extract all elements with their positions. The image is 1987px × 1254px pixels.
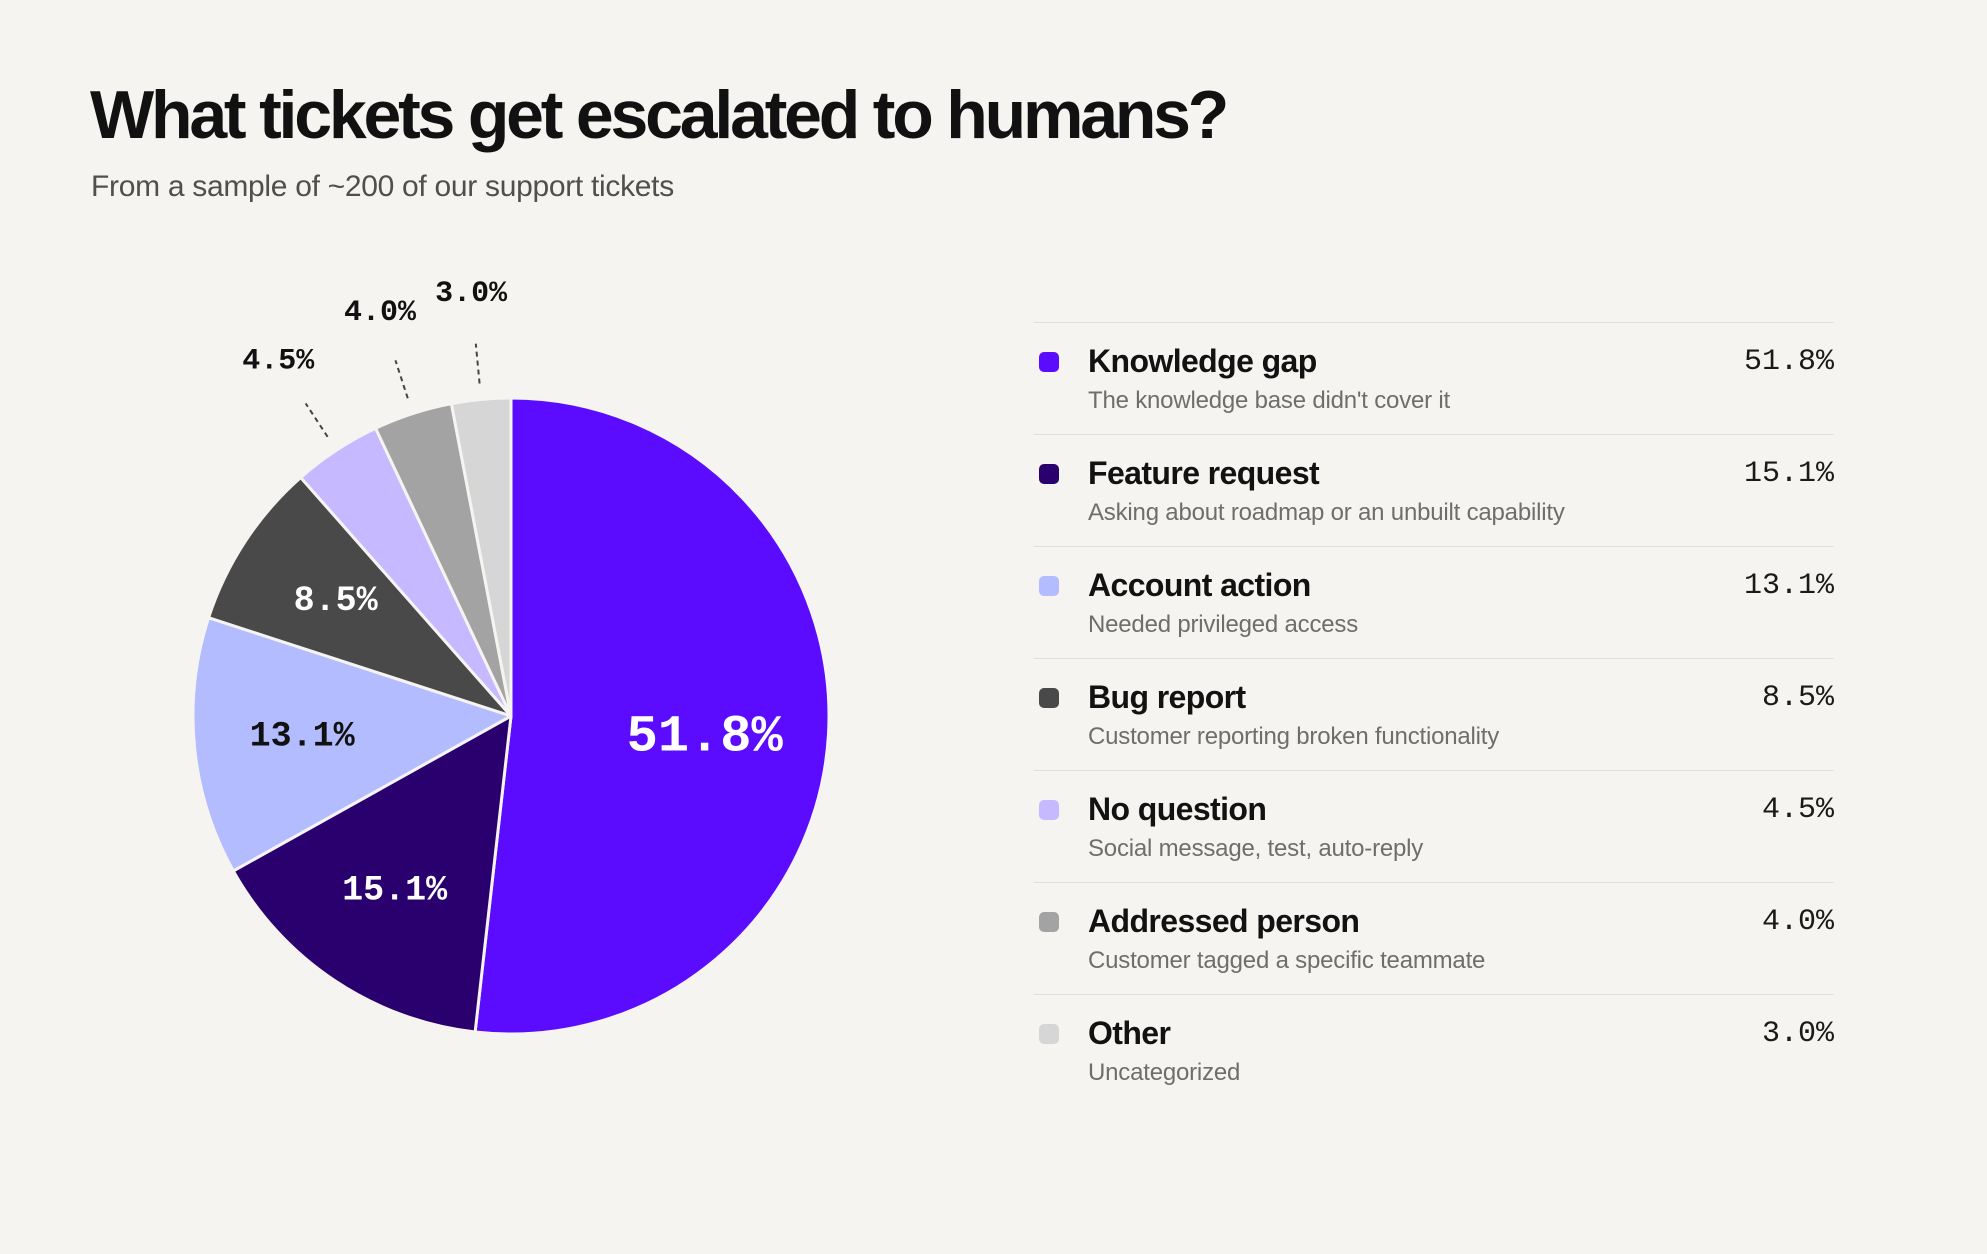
legend-item: Addressed person Customer tagged a specif… [1034, 883, 1834, 995]
legend-label: Knowledge gap [1088, 343, 1317, 379]
pie-leader-line [304, 402, 329, 438]
legend: Knowledge gap The knowledge base didn't c… [1034, 322, 1834, 1107]
legend-label: Bug report [1088, 679, 1246, 715]
legend-value: 8.5% [1761, 681, 1834, 715]
legend-swatch [1039, 912, 1059, 932]
pie-data-label: 3.0% [435, 277, 508, 311]
legend-item: Bug report Customer reporting broken func… [1034, 659, 1834, 771]
legend-swatch [1039, 464, 1059, 484]
legend-description: Customer reporting broken functionality [1088, 723, 1500, 750]
legend-swatch [1039, 1024, 1059, 1044]
legend-value: 4.5% [1761, 793, 1834, 827]
pie-slice [231, 714, 513, 1034]
chart-subtitle: From a sample of ~200 of our support tic… [91, 170, 674, 203]
legend-item: No question Social message, test, auto-re… [1034, 771, 1834, 883]
legend-item: Other Uncategorized 3.0% [1034, 995, 1834, 1107]
legend-description: Needed privileged access [1088, 611, 1359, 638]
pie-data-label: 4.5% [242, 345, 315, 379]
pie-leader-line [394, 359, 409, 399]
legend-label: No question [1088, 791, 1267, 827]
legend-label: Account action [1088, 567, 1311, 603]
legend-label: Other [1088, 1015, 1171, 1051]
legend-description: Asking about roadmap or an unbuilt capab… [1088, 499, 1565, 526]
legend-label: Addressed person [1088, 903, 1360, 939]
pie-slice [473, 396, 831, 1036]
pie-chart: 51.8% 15.1% 13.1% 8.5% 4.5% 4.0% 3.0% [191, 277, 831, 1036]
pie-leader-lines [304, 343, 481, 438]
legend-swatch [1039, 352, 1059, 372]
legend-item: Account action Needed privileged access 13… [1034, 547, 1834, 659]
pie-data-labels: 51.8% 15.1% 13.1% 8.5% 4.5% 4.0% 3.0% [242, 277, 783, 911]
legend-item: Feature request Asking about roadmap or a… [1034, 435, 1834, 547]
legend-swatch [1039, 576, 1059, 596]
legend-swatch [1039, 688, 1059, 708]
pie-slice [191, 616, 513, 873]
legend-description: Uncategorized [1088, 1059, 1241, 1086]
pie-data-label: 13.1% [250, 716, 356, 756]
legend-value: 15.1% [1743, 457, 1834, 491]
pie-data-label: 51.8% [627, 707, 784, 766]
legend-description: Customer tagged a specific teammate [1088, 947, 1486, 974]
pie-data-label: 8.5% [294, 581, 379, 621]
legend-swatch [1039, 800, 1059, 820]
legend-value: 3.0% [1761, 1017, 1834, 1051]
legend-value: 4.0% [1761, 905, 1834, 939]
pie-slice [449, 396, 513, 718]
pie-leader-line [474, 343, 481, 384]
legend-item: Knowledge gap The knowledge base didn't c… [1034, 323, 1834, 435]
legend-value: 13.1% [1743, 569, 1834, 603]
pie-data-label: 15.1% [342, 871, 448, 911]
legend-label: Feature request [1088, 455, 1320, 491]
legend-description: Social message, test, auto-reply [1088, 835, 1424, 862]
legend-description: The knowledge base didn't cover it [1088, 387, 1451, 414]
legend-value: 51.8% [1743, 345, 1834, 379]
pie-slices [191, 396, 831, 1036]
pie-slice [207, 475, 513, 718]
chart-title: What tickets get escalated to humans? [90, 77, 1229, 153]
pie-data-label: 4.0% [344, 296, 417, 330]
